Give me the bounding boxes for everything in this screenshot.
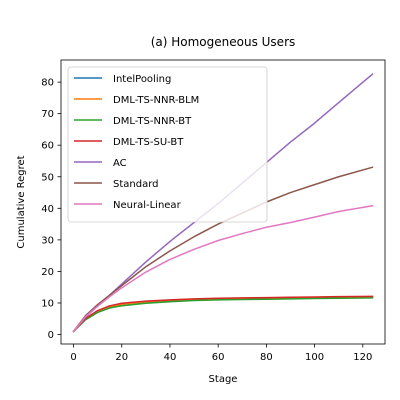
plot-area: 0 20 40 60 80 100 120 0 10 20 30 40 50 60 70 80 xyxy=(41,59,386,363)
y-tick-label-5: 50 xyxy=(41,172,54,183)
y-tick-label-4: 40 xyxy=(41,204,54,215)
y-tick-label-1: 10 xyxy=(41,298,54,309)
x-tick-label-2: 40 xyxy=(164,352,177,363)
y-axis-label: Cumulative Regret xyxy=(16,155,27,248)
x-tick-label-4: 80 xyxy=(260,352,273,363)
x-tick-label-0: 0 xyxy=(70,352,76,363)
y-tick-label-0: 0 xyxy=(48,330,54,341)
series-line-6 xyxy=(72,204,374,333)
x-tick-label-5: 100 xyxy=(305,352,324,363)
series-line-2 xyxy=(72,297,374,333)
legend-label-3: DML-TS-SU-BT xyxy=(113,137,184,148)
x-tick-label-1: 20 xyxy=(115,352,128,363)
y-tick-label-2: 20 xyxy=(41,267,54,278)
legend-label-1: DML-TS-NNR-BLM xyxy=(113,95,199,106)
y-tick-label-3: 30 xyxy=(41,235,54,246)
y-tick-label-8: 80 xyxy=(41,78,54,89)
legend-label-2: DML-TS-NNR-BT xyxy=(113,116,192,127)
x-tick-label-6: 120 xyxy=(353,352,372,363)
legend: IntelPooling DML-TS-NNR-BLM DML-TS-NNR-BT D… xyxy=(67,66,268,223)
x-axis-label: Stage xyxy=(209,374,238,385)
legend-label-6: Neural-Linear xyxy=(113,200,182,211)
series-line-3 xyxy=(72,295,374,333)
chart-title: (a) Homogeneous Users xyxy=(151,35,296,49)
legend-label-0: IntelPooling xyxy=(113,74,171,85)
series-line-5 xyxy=(72,166,374,333)
legend-label-5: Standard xyxy=(113,179,159,190)
y-tick-label-7: 70 xyxy=(41,109,54,120)
legend-label-4: AC xyxy=(113,158,127,169)
x-tick-label-3: 60 xyxy=(212,352,225,363)
axes-frame xyxy=(60,59,386,345)
legend-box xyxy=(67,66,268,223)
y-tick-label-6: 60 xyxy=(41,141,54,152)
